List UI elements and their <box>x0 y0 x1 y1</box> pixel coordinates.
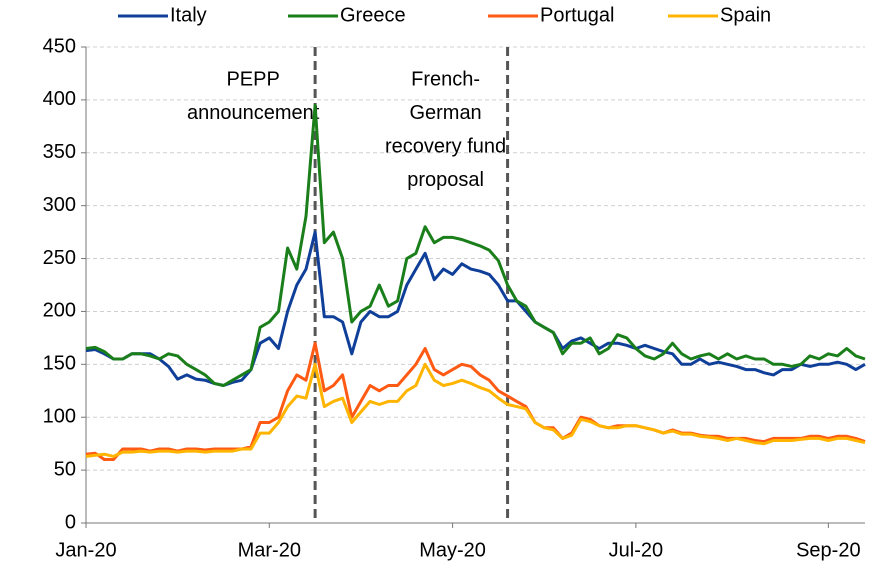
legend-label: Portugal <box>540 4 615 26</box>
legend-label: Italy <box>170 4 207 26</box>
y-tick-label: 450 <box>43 35 76 57</box>
legend-label: Spain <box>720 4 771 26</box>
annotation: announcement <box>187 102 320 124</box>
y-tick-label: 300 <box>43 194 76 216</box>
y-tick-label: 250 <box>43 247 76 269</box>
y-tick-label: 100 <box>43 406 76 428</box>
x-tick-label: Jan-20 <box>55 539 116 561</box>
legend-label: Greece <box>340 4 406 26</box>
y-tick-label: 0 <box>65 511 76 533</box>
series-line <box>85 230 866 387</box>
annotation: German <box>409 102 481 124</box>
y-tick-label: 350 <box>43 141 76 163</box>
series-line <box>85 103 866 387</box>
annotation: PEPP <box>226 68 279 90</box>
y-tick-label: 150 <box>43 353 76 375</box>
annotation: proposal <box>407 169 484 191</box>
x-tick-label: Mar-20 <box>238 539 301 561</box>
x-tick-label: Jul-20 <box>609 539 663 561</box>
y-tick-label: 50 <box>54 458 76 480</box>
annotation: French- <box>411 68 480 90</box>
annotation: recovery fund <box>385 135 506 157</box>
y-tick-label: 400 <box>43 88 76 110</box>
x-tick-label: May-20 <box>419 539 486 561</box>
y-tick-label: 200 <box>43 300 76 322</box>
series-line <box>85 362 866 458</box>
x-tick-label: Sep-20 <box>796 539 861 561</box>
